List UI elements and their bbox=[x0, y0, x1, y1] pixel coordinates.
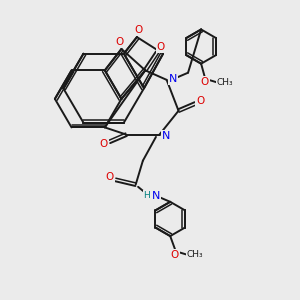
Text: O: O bbox=[106, 172, 114, 182]
Text: O: O bbox=[134, 26, 142, 35]
Text: O: O bbox=[115, 37, 123, 47]
Text: N: N bbox=[152, 191, 160, 201]
Text: O: O bbox=[171, 250, 179, 260]
Text: N: N bbox=[169, 74, 177, 84]
Text: N: N bbox=[162, 131, 170, 141]
Text: CH₃: CH₃ bbox=[217, 78, 233, 87]
Text: O: O bbox=[201, 77, 209, 87]
Text: CH₃: CH₃ bbox=[187, 250, 203, 259]
Text: H: H bbox=[143, 191, 150, 200]
Text: O: O bbox=[196, 96, 205, 106]
Text: O: O bbox=[157, 42, 165, 52]
Text: O: O bbox=[100, 139, 108, 149]
